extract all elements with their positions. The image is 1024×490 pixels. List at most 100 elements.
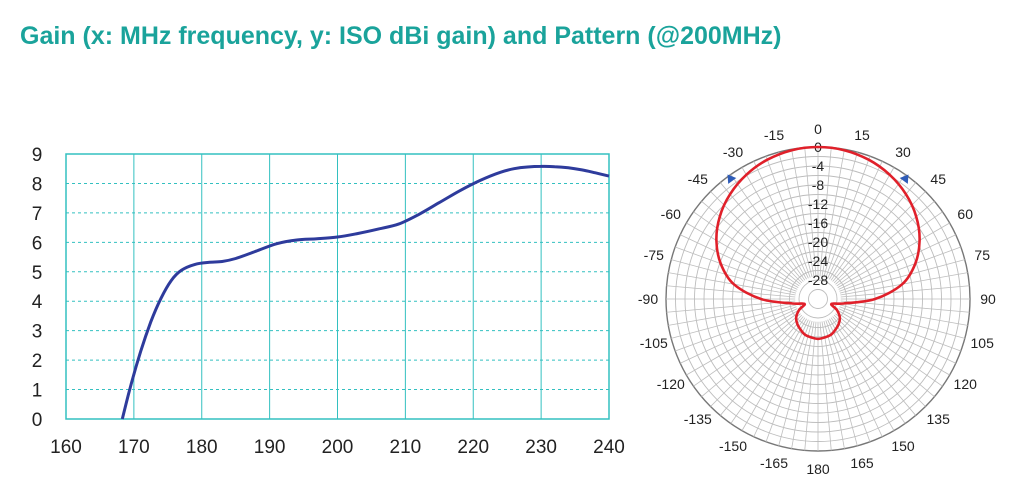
- pattern-marker: [727, 174, 737, 184]
- pattern-spoke: [830, 317, 906, 424]
- pattern-angle-label: 75: [974, 247, 990, 263]
- pattern-spoke: [827, 161, 883, 279]
- pattern-angle-label: -150: [719, 438, 747, 454]
- pattern-spoke: [671, 259, 797, 294]
- pattern-radial-label: -24: [808, 253, 828, 269]
- gain-y-tick-label: 1: [32, 381, 43, 402]
- pattern-spoke: [837, 222, 950, 288]
- pattern-spoke: [671, 304, 797, 339]
- pattern-spoke: [693, 211, 800, 287]
- pattern-radial-label: -16: [808, 215, 828, 231]
- gain-y-tick-label: 5: [32, 263, 43, 284]
- pattern-radial-label: -12: [808, 196, 828, 212]
- gain-x-tick-label: 170: [118, 437, 150, 458]
- pattern-angle-label: 60: [957, 206, 973, 222]
- pattern-spoke: [753, 161, 809, 279]
- pattern-spoke: [730, 174, 806, 281]
- pattern-spoke: [832, 316, 917, 416]
- pattern-spoke: [730, 317, 806, 424]
- pattern-radial-label: -8: [812, 177, 825, 193]
- pattern-spoke: [765, 156, 811, 278]
- pattern-spoke: [835, 313, 935, 398]
- pattern-spoke: [829, 167, 895, 280]
- pattern-radial-label: -4: [812, 158, 825, 174]
- pattern-spoke: [686, 310, 799, 376]
- pattern-spoke: [693, 311, 800, 387]
- pattern-spoke: [668, 302, 796, 326]
- pattern-spoke: [819, 321, 832, 451]
- pattern-angle-label: 150: [891, 438, 915, 454]
- gain-y-tick-label: 6: [32, 233, 43, 254]
- gain-y-tick-label: 0: [32, 410, 43, 431]
- pattern-spoke: [710, 314, 803, 407]
- pattern-angle-label: 90: [980, 291, 996, 307]
- pattern-angle-label: 30: [895, 144, 911, 160]
- pattern-angle-label: -75: [644, 247, 664, 263]
- gain-x-tick-label: 200: [322, 437, 354, 458]
- pattern-angle-label: 15: [854, 127, 870, 143]
- pattern-spoke: [821, 321, 845, 449]
- pattern-angle-label: 165: [850, 455, 874, 471]
- pattern-spoke: [839, 246, 961, 292]
- pattern-angle-label: -90: [638, 291, 658, 307]
- pattern-ring: [798, 279, 838, 319]
- pattern-spoke: [666, 285, 796, 298]
- pattern-angle-label: 45: [930, 171, 946, 187]
- gain-x-tick-label: 220: [457, 437, 489, 458]
- pattern-angle-label: 0: [814, 121, 822, 137]
- pattern-spoke: [804, 147, 817, 277]
- gain-x-tick-label: 160: [50, 437, 82, 458]
- pattern-spoke: [719, 316, 804, 416]
- pattern-angle-label: -45: [688, 171, 708, 187]
- pattern-angle-label: -165: [760, 455, 788, 471]
- pattern-spoke: [827, 319, 883, 437]
- pattern-spoke: [701, 200, 801, 285]
- pattern-angle-label: -15: [764, 127, 784, 143]
- pattern-spoke: [741, 318, 807, 431]
- pattern-angle-label: -30: [723, 144, 743, 160]
- pattern-spoke: [719, 182, 804, 282]
- gain-y-tick-label: 9: [32, 145, 43, 166]
- pattern-spoke: [701, 313, 801, 398]
- pattern-spoke: [741, 167, 807, 280]
- gain-chart: 160 170 180 190 200 210 220 230 240 0 1 2 3 4 5 6 7 8 9: [32, 145, 625, 458]
- pattern-spoke: [833, 314, 926, 407]
- pattern-series-line: [715, 145, 921, 341]
- pattern-spoke: [837, 310, 950, 376]
- pattern-angle-label: -60: [661, 206, 681, 222]
- pattern-spoke: [778, 320, 813, 446]
- pattern-angle-label: 105: [971, 335, 995, 351]
- pattern-spoke: [839, 304, 965, 339]
- pattern-spoke: [791, 149, 815, 277]
- gain-y-tick-label: 2: [32, 351, 43, 372]
- pattern-ring: [808, 289, 828, 309]
- pattern-radial-label: -28: [808, 272, 828, 288]
- pattern-spoke: [835, 200, 935, 285]
- pattern-radial-label: -20: [808, 234, 828, 250]
- gain-y-tick-label: 7: [32, 204, 43, 225]
- pattern-spoke: [839, 306, 961, 352]
- pattern-spoke: [753, 319, 809, 437]
- gain-series-line: [120, 164, 610, 420]
- gain-y-tick-label: 8: [32, 174, 43, 195]
- page-title: Gain (x: MHz frequency, y: ISO dBi gain)…: [20, 22, 782, 50]
- pattern-spoke: [825, 156, 871, 278]
- gain-y-tick-label: 4: [32, 292, 43, 313]
- pattern-angle-label: -120: [657, 376, 685, 392]
- pattern-angle-label: -135: [684, 411, 712, 427]
- gain-x-tick-label: 240: [593, 437, 625, 458]
- gain-x-tick-label: 230: [525, 437, 557, 458]
- pattern-spoke: [675, 246, 797, 292]
- pattern-spoke: [823, 152, 858, 278]
- gain-x-tick-label: 190: [254, 437, 286, 458]
- pattern-spoke: [819, 147, 832, 277]
- pattern-marker: [899, 174, 909, 184]
- pattern-spoke: [840, 302, 968, 326]
- pattern-angle-label: -105: [640, 335, 668, 351]
- pattern-spoke: [823, 320, 858, 446]
- pattern-angle-label: 120: [954, 376, 978, 392]
- pattern-spoke: [680, 308, 798, 364]
- pattern-angle-label: 180: [806, 461, 830, 477]
- pattern-spoke: [825, 320, 871, 442]
- pattern-spoke: [791, 321, 815, 449]
